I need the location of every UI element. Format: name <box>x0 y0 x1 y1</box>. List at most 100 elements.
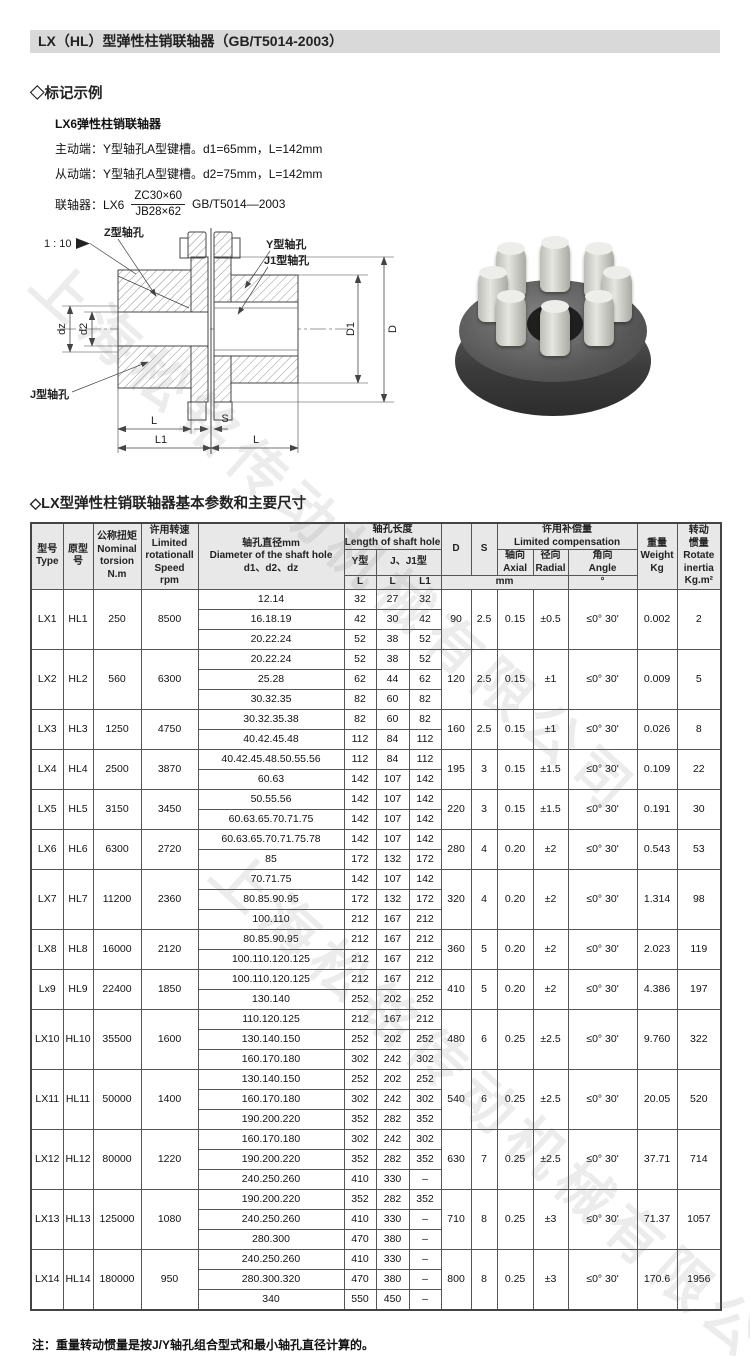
outer-diameter-cell: 710 <box>440 1188 472 1250</box>
left-hub-top-section <box>117 269 192 313</box>
length-y-cell: 302 <box>343 1048 377 1070</box>
torque-cell: 11200 <box>92 868 142 930</box>
table-row: LX5 HL5 3150 3450 50.55.56 142 107 142 220 3 0.15 ±… <box>30 788 722 830</box>
length-y-cell: 32 <box>343 588 377 610</box>
outer-diameter-cell: 630 <box>440 1128 472 1190</box>
outer-diameter-cell: 540 <box>440 1068 472 1130</box>
bore-diameter-cell: 130.140.150 <box>197 1068 345 1090</box>
length-y-cell: 142 <box>343 788 377 810</box>
speed-cell: 1400 <box>140 1068 199 1130</box>
length-j-cell: 242 <box>375 1088 410 1110</box>
d1-dia-dimension-label: D1 <box>345 322 357 336</box>
s-gap-cell: 2.5 <box>470 708 498 750</box>
inertia-cell: 30 <box>676 788 722 830</box>
bore-diameter-cell: 60.63.65.70.71.75.78 <box>197 828 345 850</box>
length-y-cell: 252 <box>343 1068 377 1090</box>
bore-diameter-cell: 70.71.75 <box>197 868 345 890</box>
table-row: 16.18.19 42 30 42 <box>31 608 721 630</box>
table-row: 100.110.120.125 212 167 212 <box>31 948 721 970</box>
outer-diameter-cell: 195 <box>440 748 472 790</box>
leader-line <box>89 243 137 275</box>
length-l1-cell: – <box>408 1208 442 1230</box>
table-row: 85 172 132 172 <box>31 848 721 870</box>
col-header-l-j: L <box>375 575 410 590</box>
length-l1-cell: 212 <box>408 968 442 990</box>
length-l1-cell: 212 <box>408 1008 442 1030</box>
model-cell: LX2 <box>30 648 64 710</box>
model-cell: LX3 <box>30 708 64 750</box>
weight-cell: 9.760 <box>636 1008 678 1070</box>
old-model-cell: HL13 <box>62 1188 94 1250</box>
length-y-cell: 212 <box>343 948 377 970</box>
radial-compensation-cell: ±2.5 <box>532 1068 569 1130</box>
model-cell: LX10 <box>30 1008 64 1070</box>
length-l1-cell: 352 <box>408 1188 442 1210</box>
weight-cell: 2.023 <box>636 928 678 970</box>
axial-compensation-cell: 0.25 <box>496 1248 534 1310</box>
bore-diameter-cell: 110.120.125 <box>197 1008 345 1030</box>
radial-compensation-cell: ±2 <box>532 968 569 1010</box>
length-l1-cell: 142 <box>408 828 442 850</box>
table-row: 130.140 252 202 252 <box>31 988 721 1010</box>
elastic-pin <box>540 236 570 292</box>
length-j-cell: 38 <box>375 628 410 650</box>
right-hub-top-section <box>230 274 299 303</box>
axial-compensation-cell: 0.20 <box>496 828 534 870</box>
inertia-cell: 22 <box>676 748 722 790</box>
parameters-table-head: 型号 Type 原型 号 公称扭矩 Nominal torsion N.m 许用… <box>30 522 722 590</box>
table-row: 190.200.220 352 282 352 <box>31 1108 721 1130</box>
length-j-cell: 282 <box>375 1148 410 1170</box>
angle-compensation-cell: ≤0° 30' <box>567 968 638 1010</box>
left-bore <box>117 311 209 347</box>
bore-diameter-cell: 280.300.320 <box>197 1268 345 1290</box>
leader-line <box>244 250 271 289</box>
bore-diameter-cell: 160.170.180 <box>197 1048 345 1070</box>
length-l1-cell: 82 <box>408 688 442 710</box>
angle-compensation-cell: ≤0° 30' <box>567 648 638 710</box>
length-y-cell: 82 <box>343 708 377 730</box>
bore-diameter-cell: 30.32.35.38 <box>197 708 345 730</box>
col-header-inertia: 转动 惯量 Rotate inertia Kg.m² <box>676 522 722 590</box>
bore-diameter-cell: 240.250.260 <box>197 1208 345 1230</box>
table-row: LX12 HL12 80000 1220 160.170.180 302 242 302 630… <box>30 1128 722 1190</box>
axial-compensation-cell: 0.15 <box>496 588 534 650</box>
bore-diameter-cell: 12.14 <box>197 588 345 610</box>
old-model-cell: HL8 <box>62 928 94 970</box>
table-row: 160.170.180 302 242 302 <box>31 1088 721 1110</box>
angle-compensation-cell: ≤0° 30' <box>567 1248 638 1310</box>
weight-cell: 1.314 <box>636 868 678 930</box>
table-row: 240.250.260 410 330– <box>31 1168 721 1190</box>
table-row: 130.140.150 252 202 252 <box>31 1028 721 1050</box>
bore-diameter-cell: 80.85.90.95 <box>197 888 345 910</box>
marking-example-heading: ◇标记示例 <box>30 86 103 102</box>
angle-compensation-cell: ≤0° 30' <box>567 928 638 970</box>
length-y-cell: 410 <box>343 1208 377 1230</box>
model-cell: LX1 <box>30 588 64 650</box>
inertia-cell: 8 <box>676 708 722 750</box>
old-model-cell: HL4 <box>62 748 94 790</box>
inertia-cell: 2 <box>676 588 722 650</box>
length-l1-cell: 142 <box>408 808 442 830</box>
torque-cell: 50000 <box>92 1068 142 1130</box>
outer-diameter-cell: 160 <box>440 708 472 750</box>
old-model-cell: HL7 <box>62 868 94 930</box>
weight-cell: 0.191 <box>636 788 678 830</box>
outer-diameter-cell: 90 <box>440 588 472 650</box>
table-row: 280.300 470 380– <box>31 1228 721 1250</box>
length-j-cell: 107 <box>375 768 410 790</box>
table-row: 190.200.220 352 282 352 <box>31 1148 721 1170</box>
table-row: LX2 HL2 560 6300 20.22.24 52 38 52 120 2.5 0.15 ±1 ≤… <box>30 648 722 710</box>
length-j-cell: 450 <box>375 1288 410 1310</box>
radial-compensation-cell: ±2 <box>532 868 569 930</box>
angle-compensation-cell: ≤0° 30' <box>567 708 638 750</box>
table-row: LX6 HL6 6300 2720 60.63.65.70.71.75.78 142 107… <box>30 828 722 870</box>
outer-diameter-cell: 800 <box>440 1248 472 1310</box>
speed-cell: 1080 <box>140 1188 199 1250</box>
axial-compensation-cell: 0.15 <box>496 648 534 710</box>
speed-cell: 2720 <box>140 828 199 870</box>
table-row: LX7 HL7 11200 2360 70.71.75 142 107 142 320 4 0.20… <box>30 868 722 930</box>
unit-mm: mm <box>440 575 569 590</box>
col-header-weight: 重量 Weight Kg <box>636 522 678 590</box>
length-j-cell: 30 <box>375 608 410 630</box>
